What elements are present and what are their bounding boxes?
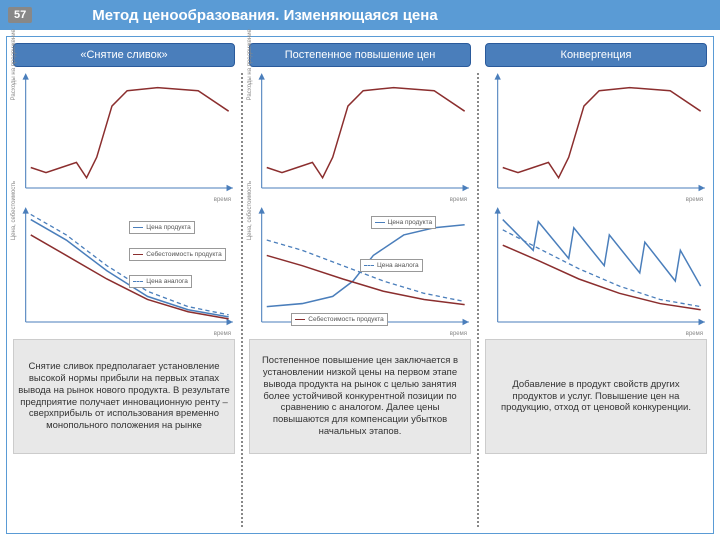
column-description: Снятие сливок предполагает установление …	[13, 339, 235, 454]
legend-swatch	[295, 319, 305, 320]
column-2: Конвергенция время время Добавление в проду…	[485, 43, 707, 527]
x-axis-label: время	[686, 197, 703, 203]
column-description: Постепенное повышение цен заключается в …	[249, 339, 471, 454]
legend-swatch	[133, 281, 143, 282]
legend-text: Цена аналога	[377, 262, 419, 269]
series-curve	[267, 88, 465, 178]
x-axis-label: время	[214, 331, 231, 337]
bottom-chart: время	[485, 205, 707, 335]
y-axis-label: Расходы на продвижение	[11, 29, 17, 100]
legend-item: Себестоимость продукта	[291, 313, 388, 326]
legend-item: Цена аналога	[360, 259, 423, 272]
legend-text: Себестоимость продукта	[308, 316, 384, 323]
column-description: Добавление в продукт свойств других прод…	[485, 339, 707, 454]
legend-swatch	[364, 265, 374, 266]
legend-item: Цена продукта	[371, 216, 437, 229]
y-axis-label: Цена, себестоимость	[11, 181, 17, 240]
series-curve	[503, 88, 701, 178]
column-1: Постепенное повышение цен времяРасходы на…	[249, 43, 471, 527]
y-axis-label: Цена, себестоимость	[247, 181, 253, 240]
legend-text: Цена продукта	[146, 224, 191, 231]
top-chart: время	[485, 71, 707, 201]
column-separator	[477, 73, 479, 527]
legend-text: Себестоимость продукта	[146, 251, 222, 258]
column-header: Постепенное повышение цен	[249, 43, 471, 67]
content-frame: «Снятие сливок» времяРасходы на продвижен…	[6, 36, 714, 534]
column-separator	[241, 73, 243, 527]
series-cost	[503, 245, 701, 310]
legend-item: Себестоимость продукта	[129, 248, 226, 261]
series-curve	[31, 88, 229, 178]
series-analog	[503, 230, 701, 307]
top-chart: времяРасходы на продвижение	[249, 71, 471, 201]
column-header: Конвергенция	[485, 43, 707, 67]
legend-swatch	[133, 227, 143, 228]
bottom-chart: времяЦена, себестоимостьЦена продуктаСеб…	[13, 205, 235, 335]
series-price-saw	[503, 220, 701, 287]
legend-text: Цена продукта	[388, 219, 433, 226]
y-axis-label: Расходы на продвижение	[247, 29, 253, 100]
legend-item: Цена аналога	[129, 275, 192, 288]
slide-number: 57	[8, 7, 32, 23]
column-0: «Снятие сливок» времяРасходы на продвижен…	[13, 43, 235, 527]
x-axis-label: время	[450, 197, 467, 203]
column-header: «Снятие сливок»	[13, 43, 235, 67]
legend-text: Цена аналога	[146, 278, 188, 285]
legend-swatch	[375, 222, 385, 223]
top-chart: времяРасходы на продвижение	[13, 71, 235, 201]
slide-header: 57 Метод ценообразования. Изменяющаяся ц…	[0, 0, 720, 30]
x-axis-label: время	[686, 331, 703, 337]
x-axis-label: время	[450, 331, 467, 337]
legend-item: Цена продукта	[129, 221, 195, 234]
slide-title: Метод ценообразования. Изменяющаяся цена	[92, 7, 437, 24]
legend-swatch	[133, 254, 143, 255]
bottom-chart: времяЦена, себестоимостьЦена продуктаЦен…	[249, 205, 471, 335]
x-axis-label: время	[214, 197, 231, 203]
